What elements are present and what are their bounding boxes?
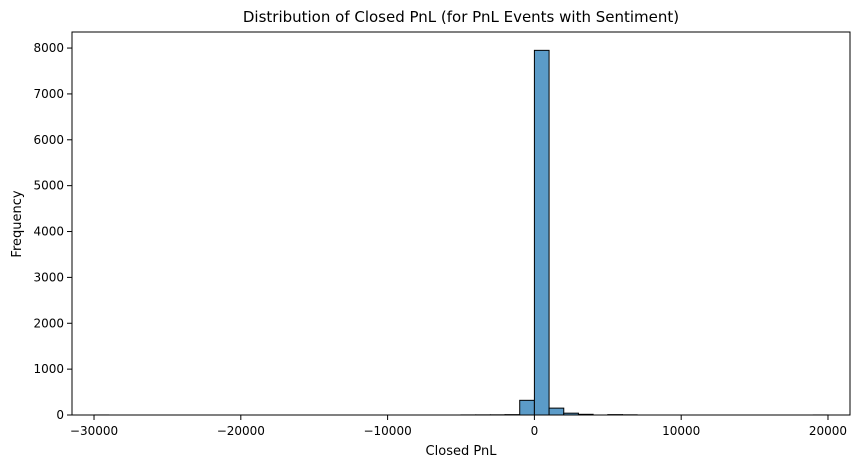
x-tick-label: −30000 xyxy=(70,424,118,438)
histogram-bar-6 xyxy=(533,49,550,416)
y-tick-label: 8000 xyxy=(33,41,64,55)
y-tick-label: 0 xyxy=(56,408,64,422)
y-tick-label: 3000 xyxy=(33,270,64,284)
x-tick-label: 0 xyxy=(531,424,539,438)
x-tick-label: 10000 xyxy=(662,424,700,438)
y-tick-label: 5000 xyxy=(33,179,64,193)
chart-title: Distribution of Closed PnL (for PnL Even… xyxy=(243,8,679,26)
y-tick-label: 4000 xyxy=(33,225,64,239)
y-tick-label: 6000 xyxy=(33,133,64,147)
y-axis-label: Frequency xyxy=(10,190,25,257)
x-axis-label: Closed PnL xyxy=(426,444,498,459)
y-axis-ticks: 0 1000 2000 3000 4000 5000 6000 7000 8000 xyxy=(33,41,72,422)
x-axis-ticks: −30000 −20000 −10000 0 10000 20000 xyxy=(70,415,847,438)
plot-frame xyxy=(71,31,851,416)
x-tick-label: −20000 xyxy=(217,424,265,438)
x-tick-label: 20000 xyxy=(809,424,847,438)
x-tick-label: −10000 xyxy=(363,424,411,438)
y-tick-label: 7000 xyxy=(33,87,64,101)
y-tick-label: 1000 xyxy=(33,362,64,376)
histogram-bars xyxy=(93,49,829,416)
histogram-bar-7 xyxy=(548,407,565,416)
histogram-bar-5 xyxy=(519,399,535,416)
y-tick-label: 2000 xyxy=(33,316,64,330)
